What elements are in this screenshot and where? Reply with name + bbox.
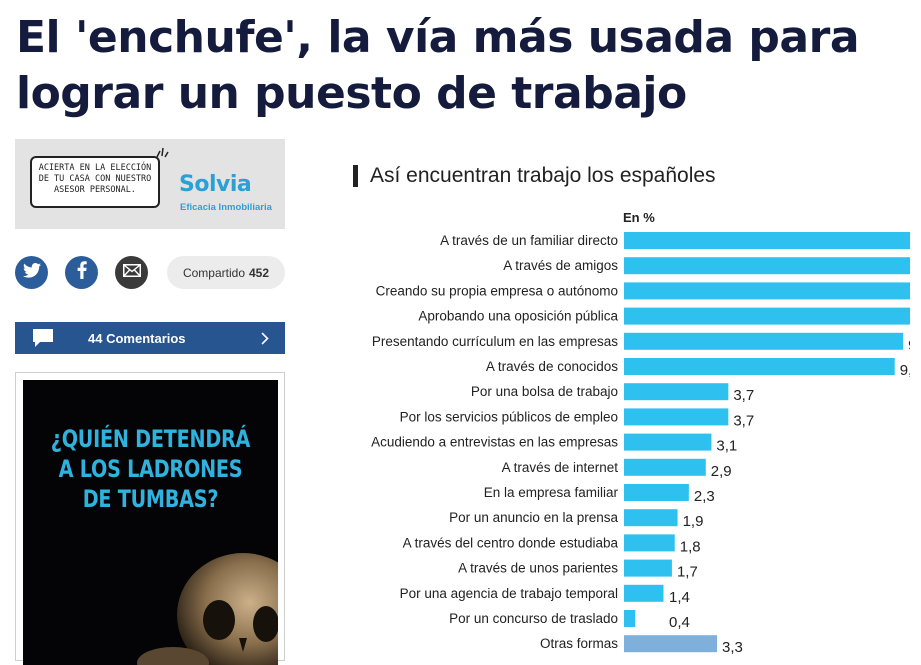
bar xyxy=(624,559,672,577)
twitter-share-button[interactable] xyxy=(15,256,48,289)
mail-icon xyxy=(122,263,141,282)
category-label: Aprobando una oposición pública xyxy=(418,309,618,324)
category-label: Acudiendo a entrevistas en las empresas xyxy=(371,435,618,450)
bar xyxy=(624,484,689,501)
value-label: 1,7 xyxy=(677,564,698,581)
chart-title-marker xyxy=(353,165,358,187)
facebook-share-button[interactable] xyxy=(65,256,98,289)
share-counter: Compartido 452 xyxy=(167,256,285,289)
value-label: 2,3 xyxy=(694,488,715,505)
article-headline: El 'enchufe', la vía más usada para logr… xyxy=(16,12,860,119)
category-label: A través de internet xyxy=(502,460,619,475)
comments-button[interactable]: 44 Comentarios xyxy=(15,322,285,354)
category-label: A través de un familiar directo xyxy=(440,233,618,248)
bar xyxy=(624,383,729,401)
value-label: 9,9 xyxy=(908,337,910,354)
ad-brand-logo: Solvia xyxy=(179,172,252,197)
value-label: 3,7 xyxy=(733,412,754,429)
chevron-right-icon xyxy=(261,331,269,345)
promo-poster[interactable]: ¿QUIÉN DETENDRÁ A LOS LADRONES DE TUMBAS… xyxy=(15,372,285,665)
bar xyxy=(624,257,910,275)
spark-icon xyxy=(155,147,169,162)
ad-tagline: Eficacia Inmobiliaria xyxy=(180,202,272,213)
poster-image: ¿QUIÉN DETENDRÁ A LOS LADRONES DE TUMBAS… xyxy=(23,380,278,665)
category-label: Por un concurso de traslado xyxy=(449,611,618,626)
value-label: 3,1 xyxy=(716,438,737,455)
bar xyxy=(624,509,678,527)
category-label: Por una agencia de trabajo temporal xyxy=(400,586,618,601)
value-label: 1,9 xyxy=(683,513,704,530)
bar xyxy=(624,433,712,451)
bar xyxy=(624,458,706,476)
category-label: En la empresa familiar xyxy=(484,485,619,500)
bar xyxy=(624,307,910,325)
category-label: Por una bolsa de trabajo xyxy=(471,384,618,399)
ad-speech-bubble: ACIERTA EN LA ELECCIÓN DE TU CASA CON NU… xyxy=(30,156,160,208)
value-label: 3,3 xyxy=(722,639,743,656)
value-label: 1,4 xyxy=(669,589,690,606)
bar xyxy=(624,332,904,350)
category-label: Por un anuncio en la prensa xyxy=(449,510,618,525)
category-label: Otras formas xyxy=(540,636,618,651)
email-share-button[interactable] xyxy=(115,256,148,289)
category-label: Presentando currículum en las empresas xyxy=(372,334,618,349)
share-count-label: Compartido xyxy=(182,265,245,280)
category-label: Creando su propia empresa o autónomo xyxy=(376,283,618,298)
bar xyxy=(624,358,895,375)
value-label: 3,7 xyxy=(733,387,754,404)
bar xyxy=(624,635,718,653)
category-label: A través de conocidos xyxy=(486,359,618,374)
skull-illustration xyxy=(137,553,278,665)
value-label: 9,6 xyxy=(900,362,910,379)
poster-title: ¿QUIÉN DETENDRÁ A LOS LADRONES DE TUMBAS… xyxy=(50,425,251,513)
bar xyxy=(624,534,675,552)
bar xyxy=(624,232,910,249)
value-label: 1,8 xyxy=(680,538,701,555)
employment-chart: Así encuentran trabajo los españoles En … xyxy=(353,164,910,656)
chart-title: Así encuentran trabajo los españoles xyxy=(370,164,716,187)
category-label: A través de unos parientes xyxy=(458,561,618,576)
bar xyxy=(624,584,664,602)
category-label: A través de amigos xyxy=(503,258,618,273)
share-count-value: 452 xyxy=(249,265,270,280)
comment-bubble-icon xyxy=(31,328,55,348)
category-label: Por los servicios públicos de empleo xyxy=(400,409,618,424)
solvia-ad-banner[interactable]: ACIERTA EN LA ELECCIÓN DE TU CASA CON NU… xyxy=(15,139,285,229)
bar xyxy=(624,408,729,426)
twitter-icon xyxy=(22,262,41,283)
bar xyxy=(624,610,636,627)
category-label: A través del centro donde estudiaba xyxy=(403,535,619,550)
chart-unit-label: En % xyxy=(623,210,655,225)
value-label: 0,4 xyxy=(669,614,690,631)
comments-label: 44 Comentarios xyxy=(88,330,186,346)
facebook-icon xyxy=(77,261,87,284)
value-label: 2,9 xyxy=(711,463,732,480)
bar xyxy=(624,282,910,300)
